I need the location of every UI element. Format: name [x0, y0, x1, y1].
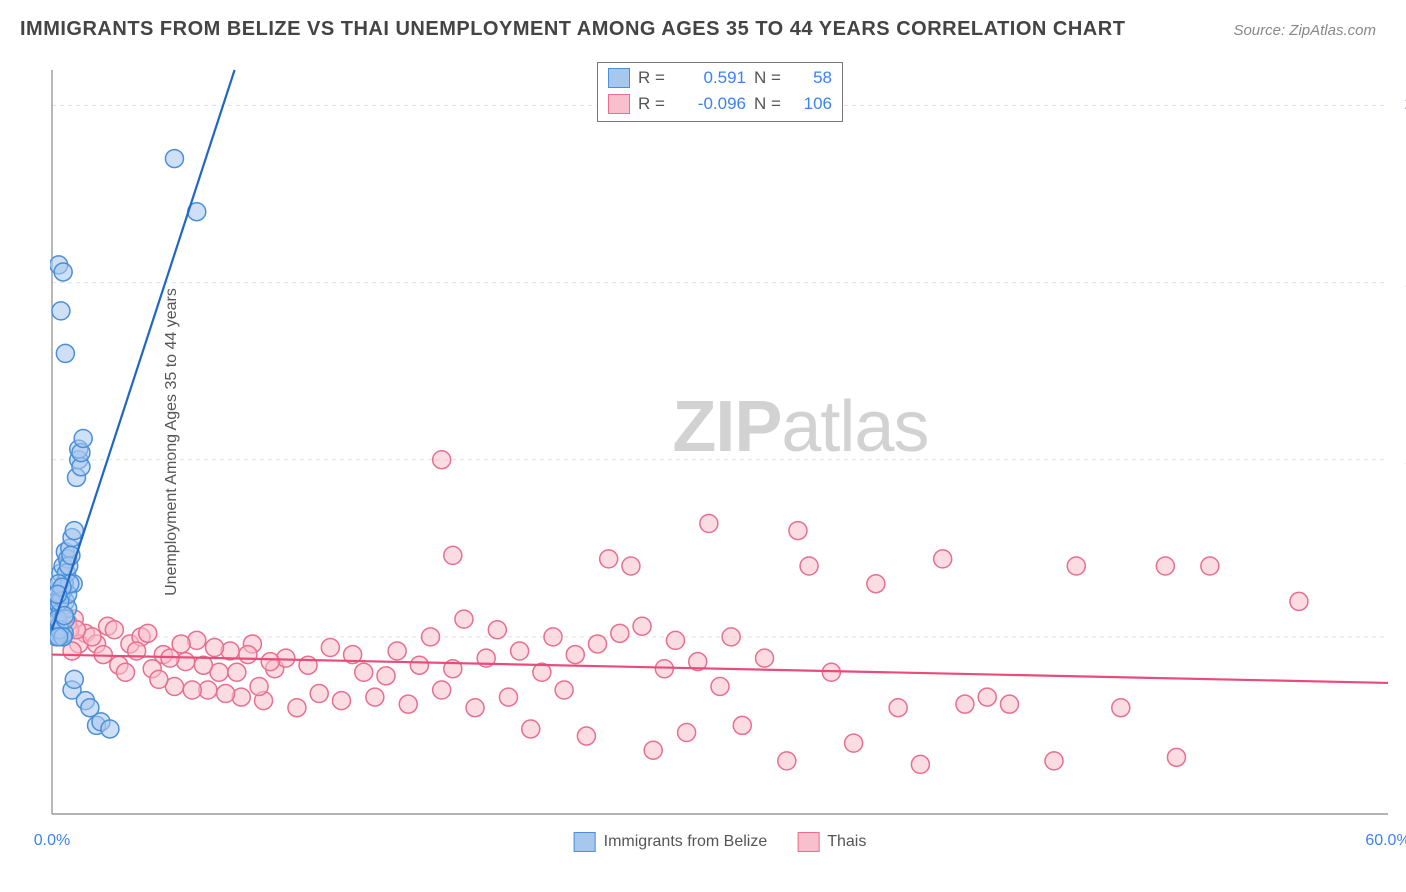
legend-row-belize: R = 0.591 N = 58	[608, 65, 832, 91]
n-value-thais: 106	[792, 94, 832, 114]
x-tick-label: 60.0%	[1365, 832, 1406, 850]
swatch-thais-icon	[797, 832, 819, 852]
n-label: N =	[754, 94, 784, 114]
series-legend: Immigrants from Belize Thais	[574, 832, 867, 852]
legend-label-thais: Thais	[827, 833, 866, 851]
scatter-chart	[50, 62, 1390, 822]
legend-item-thais: Thais	[797, 832, 866, 852]
swatch-thais	[608, 94, 630, 114]
swatch-belize	[608, 68, 630, 88]
r-value-thais: -0.096	[676, 94, 746, 114]
source-attribution: Source: ZipAtlas.com	[1233, 22, 1376, 39]
r-label: R =	[638, 94, 668, 114]
legend-item-belize: Immigrants from Belize	[574, 832, 768, 852]
r-label: R =	[638, 68, 668, 88]
r-value-belize: 0.591	[676, 68, 746, 88]
plot-area: Unemployment Among Ages 35 to 44 years Z…	[50, 62, 1390, 822]
swatch-belize-icon	[574, 832, 596, 852]
legend-row-thais: R = -0.096 N = 106	[608, 91, 832, 117]
n-label: N =	[754, 68, 784, 88]
chart-container: IMMIGRANTS FROM BELIZE VS THAI UNEMPLOYM…	[0, 0, 1406, 892]
chart-title: IMMIGRANTS FROM BELIZE VS THAI UNEMPLOYM…	[20, 18, 1125, 41]
legend-label-belize: Immigrants from Belize	[604, 833, 768, 851]
n-value-belize: 58	[792, 68, 832, 88]
x-tick-label: 0.0%	[34, 832, 70, 850]
correlation-legend: R = 0.591 N = 58 R = -0.096 N = 106	[597, 62, 843, 122]
